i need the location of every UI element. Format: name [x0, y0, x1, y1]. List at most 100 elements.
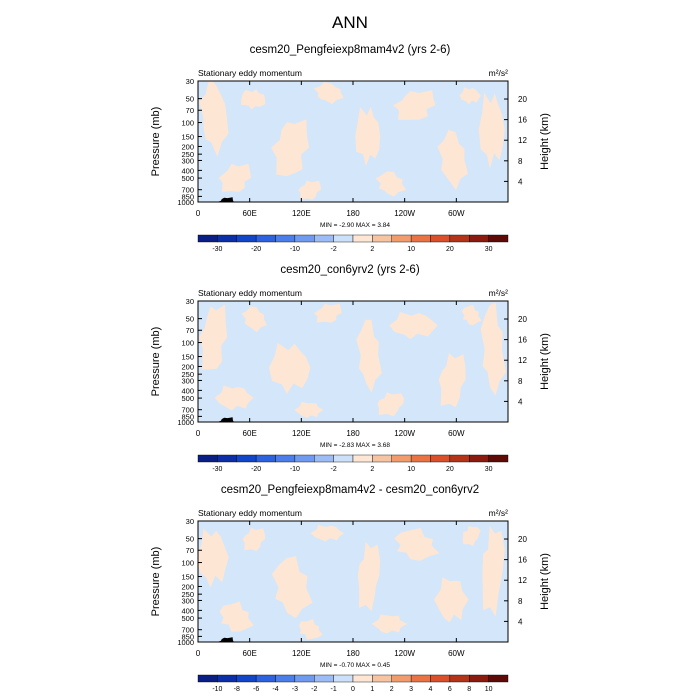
colorbar-label: 10	[407, 246, 415, 253]
y-tick-label: 70	[186, 546, 194, 555]
positive-region	[482, 525, 505, 617]
positive-region	[375, 171, 407, 197]
positive-region	[478, 92, 505, 169]
y-axis-label: Pressure (mb)	[150, 327, 162, 397]
y-tick-label: 300	[181, 156, 194, 165]
positive-region	[298, 619, 323, 640]
terrain	[217, 197, 234, 202]
y-tick-label: 500	[181, 614, 194, 623]
colorbar-swatch	[294, 454, 315, 463]
positive-region	[437, 129, 469, 191]
colorbar-swatch	[372, 234, 392, 243]
terrain	[217, 417, 234, 422]
y-axis-label: Pressure (mb)	[150, 547, 162, 617]
positive-region	[438, 353, 466, 408]
x-tick-label: 0	[196, 209, 201, 218]
y-tick-label: 200	[181, 142, 194, 151]
colorbar-swatch	[391, 674, 412, 683]
colorbar-label: -1	[331, 686, 337, 693]
colorbar-label: 8	[467, 686, 471, 693]
y-right-tick-label: 16	[518, 336, 527, 345]
colorbar-swatch	[449, 674, 470, 683]
positive-region	[199, 81, 229, 157]
colorbar-label: -20	[251, 466, 261, 473]
colorbar-swatch	[410, 674, 431, 683]
positive-region	[313, 82, 344, 105]
colorbar-swatch	[352, 674, 373, 683]
colorbar-swatch	[217, 234, 237, 243]
colorbar-label: 4	[429, 686, 433, 693]
colorbar-swatch	[372, 454, 392, 463]
colorbar-label: -8	[234, 686, 240, 693]
colorbar-swatch	[352, 454, 373, 463]
units-label: m²/s²	[489, 508, 509, 518]
x-tick-label: 180	[346, 209, 360, 218]
colorbar-label: -30	[212, 466, 222, 473]
y-tick-label: 700	[181, 186, 194, 195]
colorbar-swatch	[255, 234, 276, 243]
units-label: m²/s²	[489, 68, 509, 78]
y-axis-label-right: Height (km)	[539, 333, 551, 390]
y-tick-label: 150	[181, 133, 194, 142]
panel-title: cesm20_con6yrv2 (yrs 2-6)	[280, 264, 419, 276]
colorbar-swatch	[236, 234, 257, 243]
colorbar-swatch	[255, 674, 276, 683]
y-right-tick-label: 16	[518, 116, 527, 125]
y-right-tick-label: 4	[518, 617, 523, 626]
y-tick-label: 150	[181, 573, 194, 582]
colorbar-swatch	[391, 454, 412, 463]
colorbar-label: -4	[272, 686, 278, 693]
y-tick-label: 700	[181, 406, 194, 415]
colorbar-label: -3	[292, 686, 298, 693]
stats-text: MIN = -0.70 MAX = 0.45	[320, 662, 390, 669]
y-axis-label: Pressure (mb)	[150, 107, 162, 177]
panel-1: cesm20_Pengfeiexp8mam4v2 (yrs 2-6) Statio…	[150, 44, 551, 253]
colorbar-swatch	[197, 454, 218, 463]
y-tick-label: 300	[181, 596, 194, 605]
colorbar-swatch	[430, 454, 451, 463]
x-tick-label: 120W	[394, 429, 415, 438]
y-tick-label: 100	[181, 559, 194, 568]
x-tick-label: 120W	[394, 209, 415, 218]
colorbar-label: 1	[370, 686, 374, 693]
y-tick-label: 300	[181, 376, 194, 385]
colorbar-label: 6	[448, 686, 452, 693]
positive-region	[218, 163, 252, 192]
colorbar-label: 20	[446, 246, 454, 253]
y-tick-label: 250	[181, 370, 194, 379]
positive-region	[314, 303, 342, 323]
panels: cesm20_Pengfeiexp8mam4v2 (yrs 2-6) Statio…	[150, 44, 551, 693]
positive-region	[294, 401, 324, 418]
stats-text: MIN = -2.83 MAX = 3.68	[320, 442, 390, 449]
colorbar-label: 10	[407, 466, 415, 473]
field	[198, 521, 508, 642]
colorbar-swatch	[275, 454, 296, 463]
colorbar-swatch	[430, 674, 451, 683]
colorbar-swatch	[352, 234, 373, 243]
x-tick-label: 0	[196, 429, 201, 438]
colorbar-label: 2	[370, 466, 374, 473]
colorbar-swatch	[488, 674, 509, 683]
y-right-tick-label: 8	[518, 377, 523, 386]
colorbar-swatch	[333, 234, 354, 243]
colorbar-swatch	[333, 674, 354, 683]
positive-region	[462, 525, 481, 547]
positive-region	[356, 319, 382, 393]
y-tick-label: 70	[186, 106, 194, 115]
y-tick-label: 400	[181, 606, 194, 615]
positive-region	[241, 89, 266, 110]
colorbar-label: 3	[409, 686, 413, 693]
y-tick-label: 400	[181, 386, 194, 395]
y-right-tick-label: 12	[518, 136, 527, 145]
colorbar-swatch	[469, 674, 489, 683]
colorbar-swatch	[469, 234, 489, 243]
positive-region	[271, 119, 310, 177]
y-tick-label: 1000	[177, 418, 194, 427]
y-right-tick-label: 8	[518, 597, 523, 606]
positive-region	[480, 302, 506, 396]
y-tick-label: 250	[181, 150, 194, 159]
y-tick-label: 150	[181, 353, 194, 362]
panel-3: cesm20_Pengfeiexp8mam4v2 - cesm20_con6yr…	[150, 484, 551, 693]
colorbar-label: 30	[485, 246, 493, 253]
